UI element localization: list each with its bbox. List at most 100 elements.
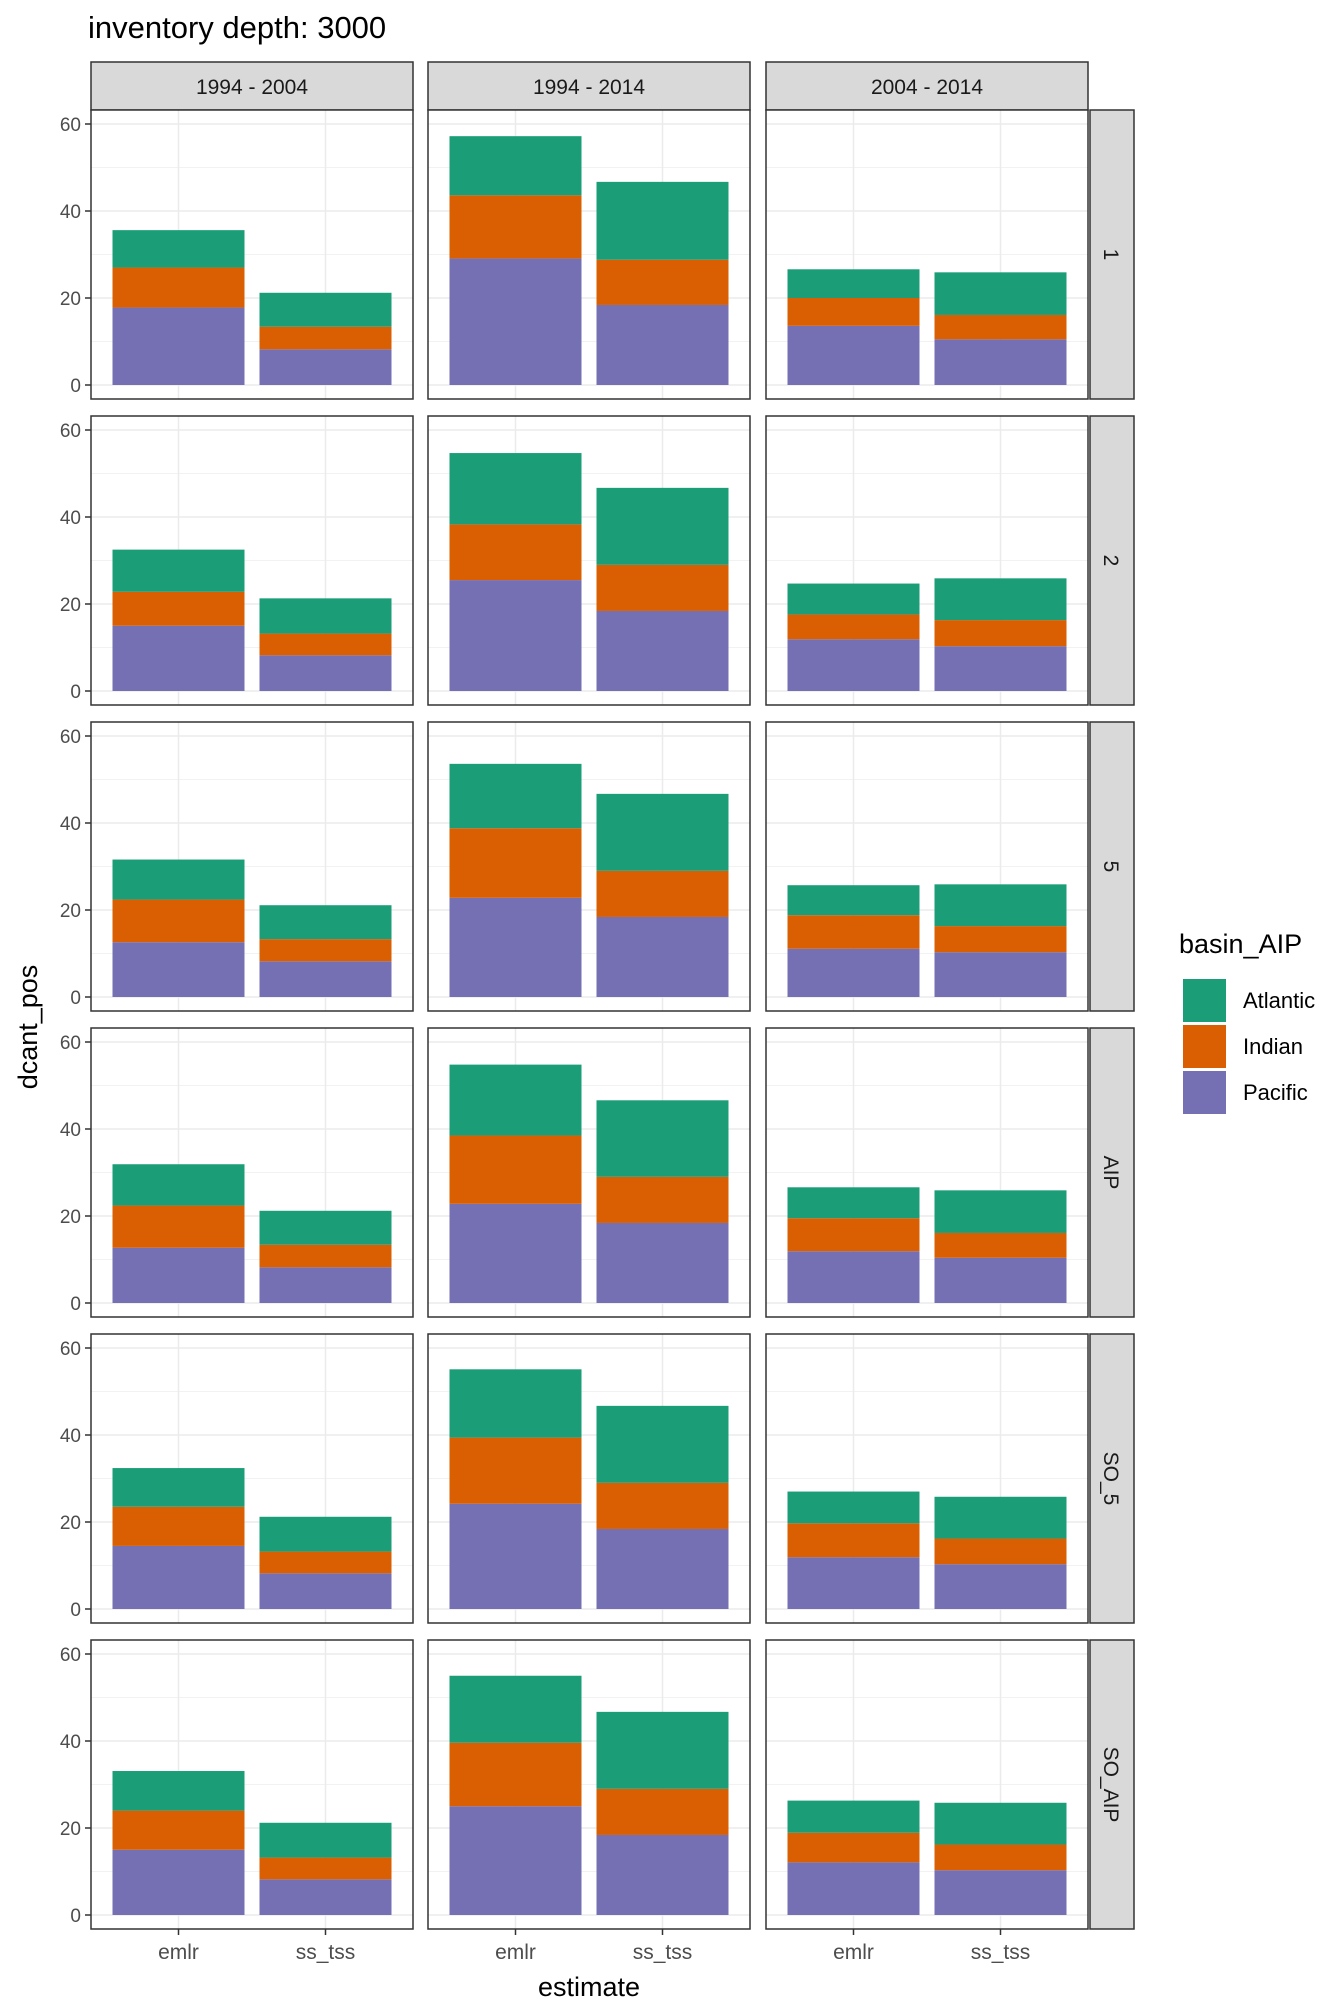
bar-segment — [787, 583, 920, 615]
bar-segment — [449, 1675, 582, 1743]
bar-segment — [259, 1267, 392, 1303]
bar-segment — [112, 625, 245, 691]
bar-segment — [596, 1711, 729, 1789]
bar-segment — [787, 1523, 920, 1558]
bar-segment — [112, 1849, 245, 1915]
bar-segment — [259, 939, 392, 962]
panel-border — [90, 109, 414, 400]
bar-segment — [787, 325, 920, 385]
bar-segment — [787, 1187, 920, 1219]
bar-segment — [449, 763, 582, 829]
bar-segment — [259, 1210, 392, 1245]
panel-border — [765, 415, 1089, 706]
bar-segment — [449, 1369, 582, 1438]
bar-segment — [449, 258, 582, 385]
bar-segment — [596, 259, 729, 305]
bar-segment — [259, 1573, 392, 1609]
bar-segment — [112, 899, 245, 943]
bar-segment — [259, 326, 392, 350]
bar-segment — [596, 1528, 729, 1609]
row-strip: SO_5 — [1089, 1333, 1135, 1624]
bar-segment — [934, 339, 1067, 385]
y-tick-label: 40 — [60, 508, 81, 529]
bar-segment — [259, 1516, 392, 1552]
panel-border — [427, 415, 751, 706]
legend-key — [1183, 979, 1226, 1022]
bar-segment — [934, 620, 1067, 647]
bar-segment — [112, 1810, 245, 1850]
facet-panel: 0 20 40 60 emlr ss_tss — [60, 1639, 414, 1964]
bar-segment — [596, 1222, 729, 1303]
column-strip: 2004 - 2014 — [765, 61, 1089, 111]
bar-segment — [596, 487, 729, 565]
bar-segment — [934, 1844, 1067, 1871]
bar-segment — [259, 1551, 392, 1574]
column-strip-label: 1994 - 2004 — [196, 76, 308, 99]
y-tick-label: 40 — [60, 814, 81, 835]
y-tick-label: 60 — [60, 1033, 81, 1054]
bar-segment — [596, 916, 729, 997]
panel-border — [765, 1333, 1089, 1624]
row-strip-label: AIP — [1099, 1156, 1122, 1190]
bar-segment — [449, 1806, 582, 1915]
bar-segment — [449, 453, 582, 525]
bar-segment — [449, 195, 582, 259]
bar-segment — [596, 610, 729, 691]
row-strip-bg — [1089, 415, 1135, 706]
row-strip-label: 5 — [1099, 861, 1122, 873]
row-strip-bg — [1089, 109, 1135, 400]
facet-panel — [427, 109, 751, 400]
bar-segment — [596, 181, 729, 260]
bar-segment — [259, 905, 392, 940]
bar-segment — [787, 1218, 920, 1252]
legend-key — [1183, 1071, 1226, 1114]
legend-label: Pacific — [1243, 1080, 1308, 1105]
bar-segment — [787, 298, 920, 326]
bar-segment — [449, 828, 582, 898]
row-strip-bg — [1089, 1333, 1135, 1624]
bar-segment — [787, 1491, 920, 1524]
y-tick-label: 20 — [60, 1513, 81, 1534]
y-tick-label: 60 — [60, 421, 81, 442]
bar-segment — [259, 1244, 392, 1268]
facet-panel — [427, 1027, 751, 1318]
bar-segment — [596, 1788, 729, 1835]
panel-border — [765, 721, 1089, 1012]
row-strip-bg — [1089, 721, 1135, 1012]
facet-panel: emlr ss_tss — [427, 1639, 751, 1964]
panel-border — [765, 1639, 1089, 1930]
facet-panel: 0 20 40 60 — [60, 415, 414, 706]
bar-segment — [787, 639, 920, 691]
y-tick-label: 0 — [70, 1294, 81, 1315]
bar-segment — [449, 1135, 582, 1204]
bar-segment — [934, 1538, 1067, 1565]
bar-segment — [596, 1405, 729, 1483]
bar-segment — [112, 307, 245, 385]
bar-segment — [934, 1190, 1067, 1233]
bar-segment — [934, 1496, 1067, 1539]
bar-segment — [259, 1879, 392, 1915]
bar-segment — [934, 1257, 1067, 1303]
x-tick-label: ss_tss — [971, 1941, 1031, 1964]
row-strip-label: 2 — [1099, 555, 1122, 567]
panel-border — [90, 1027, 414, 1318]
panel-border — [765, 109, 1089, 400]
facet-panel: 0 20 40 60 — [60, 1333, 414, 1624]
bar-segment — [787, 614, 920, 640]
bar-segment — [596, 1482, 729, 1529]
panel-border — [427, 1333, 751, 1624]
bar-segment — [112, 1205, 245, 1248]
bar-segment — [934, 926, 1067, 953]
y-tick-label: 20 — [60, 901, 81, 922]
facet-panel: emlr ss_tss — [765, 1639, 1089, 1964]
bar-segment — [596, 564, 729, 611]
bar-segment — [934, 272, 1067, 315]
y-tick-label: 40 — [60, 1120, 81, 1141]
column-strip-bg — [90, 61, 414, 111]
panel-border — [427, 1639, 751, 1930]
facet-panel — [427, 415, 751, 706]
facet-panel — [427, 721, 751, 1012]
y-tick-label: 40 — [60, 1426, 81, 1447]
panel-border — [427, 1027, 751, 1318]
y-tick-label: 0 — [70, 376, 81, 397]
